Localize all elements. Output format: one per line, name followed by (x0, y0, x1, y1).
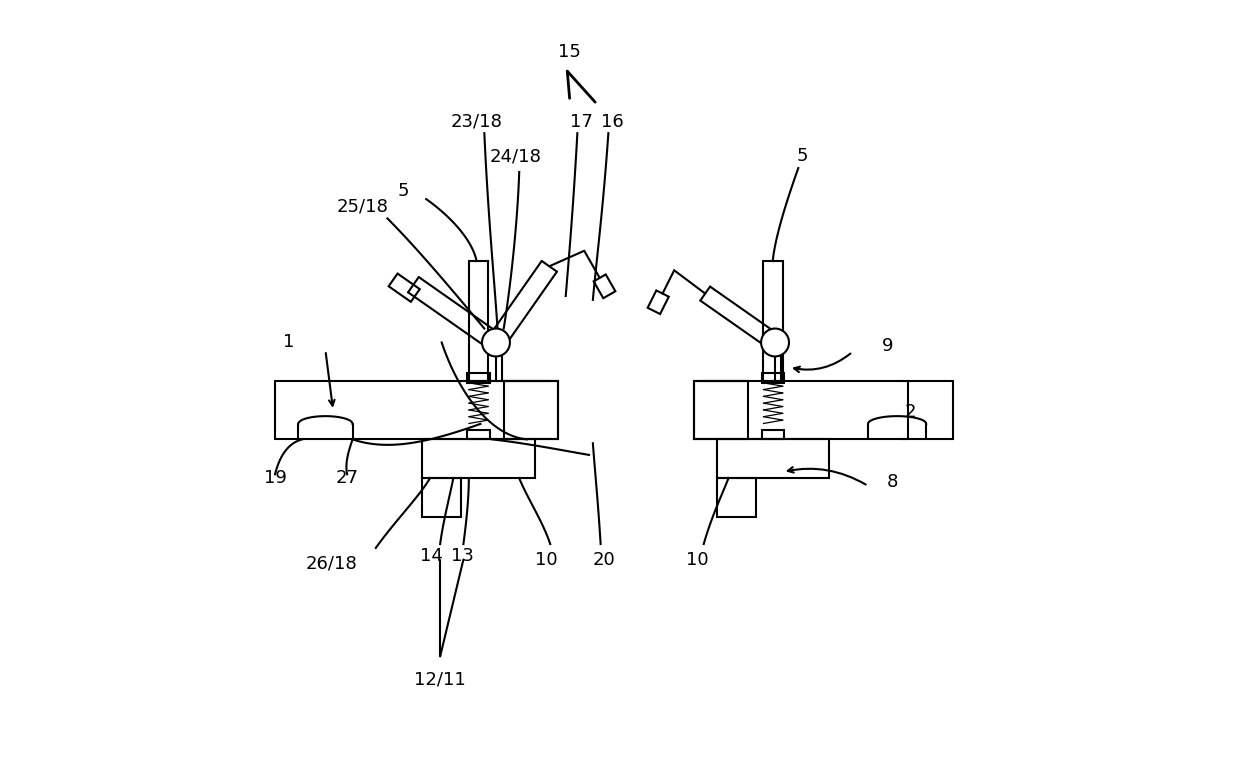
Text: 20: 20 (593, 551, 616, 569)
Text: 17: 17 (570, 113, 593, 131)
Bar (717, 478, 755, 517)
Text: 26/18: 26/18 (306, 555, 357, 573)
Bar (693, 381, 954, 440)
Text: 10: 10 (686, 551, 709, 569)
Text: 13: 13 (451, 547, 474, 565)
Bar (467, 430, 490, 440)
Text: 9: 9 (882, 338, 893, 356)
Bar (761, 373, 785, 383)
Circle shape (761, 328, 789, 356)
Text: 27: 27 (336, 469, 358, 487)
Text: 15: 15 (558, 43, 582, 61)
Bar (717, 440, 830, 478)
Bar (467, 373, 490, 383)
Bar (423, 478, 461, 517)
Text: 25/18: 25/18 (337, 198, 388, 216)
Text: 24/18: 24/18 (490, 148, 542, 166)
Bar (275, 381, 558, 440)
Text: 8: 8 (887, 473, 899, 491)
Circle shape (482, 328, 510, 356)
Text: 14: 14 (420, 547, 443, 565)
Text: 23/18: 23/18 (450, 113, 502, 131)
Text: 19: 19 (264, 469, 286, 487)
Text: 12/11: 12/11 (414, 671, 466, 689)
Bar (761, 430, 785, 440)
Text: 10: 10 (534, 551, 558, 569)
Bar (469, 261, 489, 381)
Bar (764, 261, 782, 381)
Text: 2: 2 (905, 403, 916, 421)
Bar (423, 440, 534, 478)
Text: 5: 5 (397, 182, 409, 200)
Text: 5: 5 (796, 148, 808, 166)
Bar (693, 381, 748, 440)
Bar (503, 381, 558, 440)
Text: 1: 1 (283, 334, 294, 352)
Text: 16: 16 (601, 113, 624, 131)
